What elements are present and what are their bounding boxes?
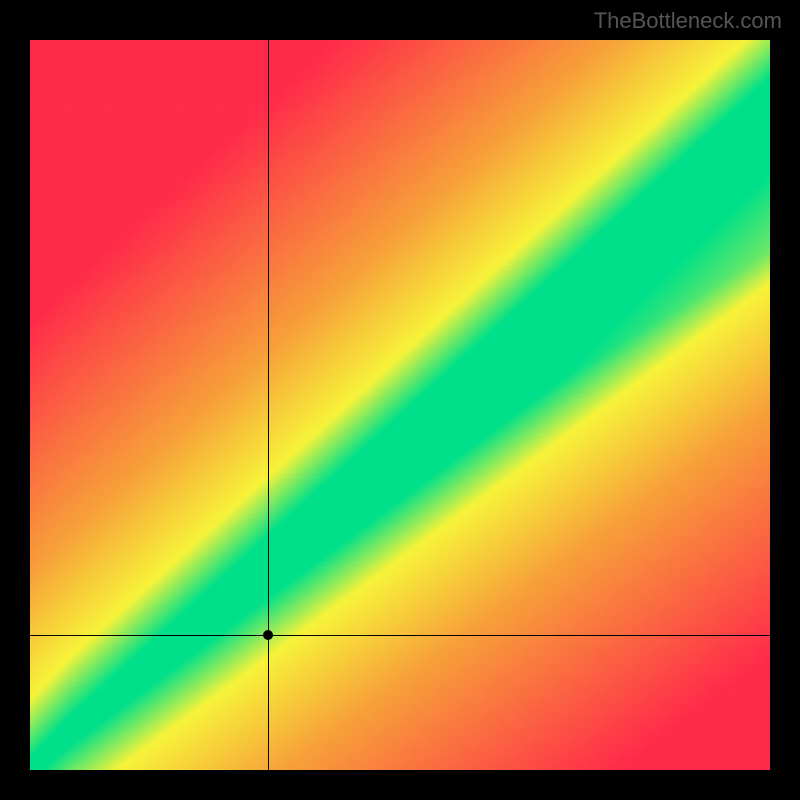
watermark-label: TheBottleneck.com <box>594 8 782 34</box>
crosshair-marker <box>263 630 273 640</box>
crosshair-vertical <box>268 40 269 770</box>
heatmap-plot <box>30 40 770 770</box>
chart-container: TheBottleneck.com <box>0 0 800 800</box>
crosshair-horizontal <box>30 635 770 636</box>
heatmap-canvas <box>30 40 770 770</box>
